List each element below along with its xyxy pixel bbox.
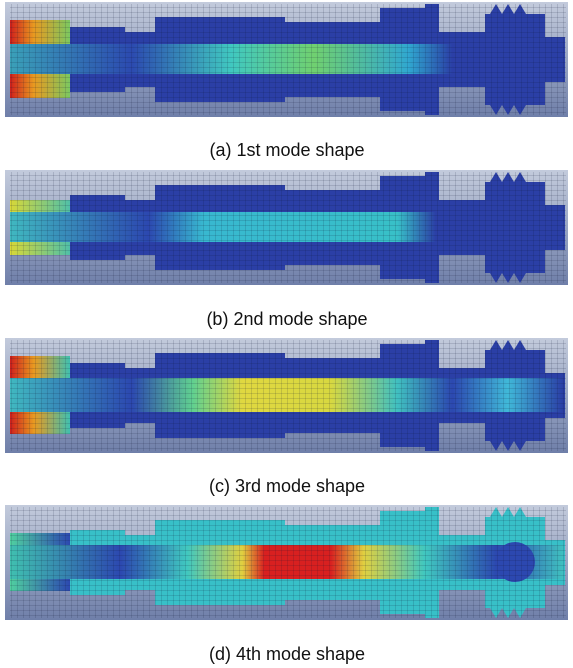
caption: (c) 3rd mode shape	[209, 476, 365, 496]
mode-panel-a	[5, 2, 568, 117]
caption: (d) 4th mode shape	[209, 644, 365, 664]
caption: (b) 2nd mode shape	[206, 309, 367, 329]
mode-panel-c	[5, 338, 568, 453]
mode-panel-b	[5, 170, 568, 285]
mode-panel-d	[5, 505, 568, 620]
caption: (a) 1st mode shape	[209, 140, 364, 160]
